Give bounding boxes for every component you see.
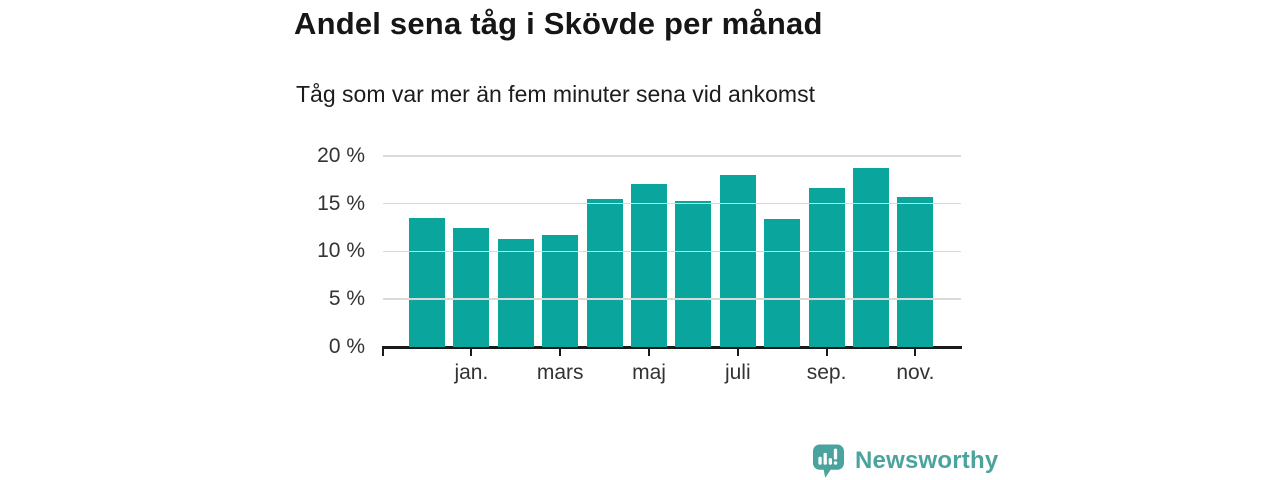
newsworthy-speech-bubble-bar-chart-icon: [812, 444, 845, 478]
chart-subtitle: Tåg som var mer än fem minuter sena vid …: [296, 81, 815, 107]
x-tick-label: jan.: [454, 361, 489, 384]
bar: [542, 235, 579, 347]
bar: [675, 200, 712, 347]
x-tick-label: nov.: [896, 361, 935, 384]
y-tick-label: 10 %: [317, 239, 365, 263]
x-axis-line: [381, 345, 962, 349]
bar: [719, 174, 756, 347]
x-tick-label: juli: [724, 361, 751, 384]
y-tick-label: 5 %: [328, 287, 365, 311]
x-tick-mark: [736, 348, 739, 356]
bar: [586, 198, 623, 347]
gridline: [383, 250, 961, 253]
y-tick-label: 20 %: [317, 143, 365, 167]
x-tick-label: sep.: [806, 361, 847, 384]
bar: [409, 217, 445, 347]
bar: [897, 196, 934, 347]
x-tick-mark: [914, 348, 917, 356]
gridline: [383, 202, 961, 205]
newsworthy-brand-name: Newsworthy: [855, 447, 999, 474]
bar: [853, 168, 889, 347]
x-tick-mark: [559, 348, 562, 356]
x-tick-mark: [470, 348, 473, 356]
bar: [764, 218, 801, 347]
bar: [453, 228, 490, 347]
x-tick-label: mars: [536, 361, 584, 384]
x-tick-mark: [825, 348, 828, 356]
gridline: [383, 155, 961, 157]
newsworthy-logo: Newsworthy: [812, 443, 998, 479]
x-tick-mark: [382, 348, 384, 356]
bar: [631, 183, 667, 347]
x-tick-label: maj: [632, 361, 666, 384]
bar: [497, 238, 534, 347]
chart-title: Andel sena tåg i Skövde per månad: [294, 6, 823, 41]
x-tick-mark: [648, 348, 650, 356]
gridline: [383, 298, 961, 300]
y-tick-label: 0 %: [328, 335, 365, 358]
y-tick-label: 15 %: [317, 191, 365, 215]
bar: [808, 188, 845, 347]
